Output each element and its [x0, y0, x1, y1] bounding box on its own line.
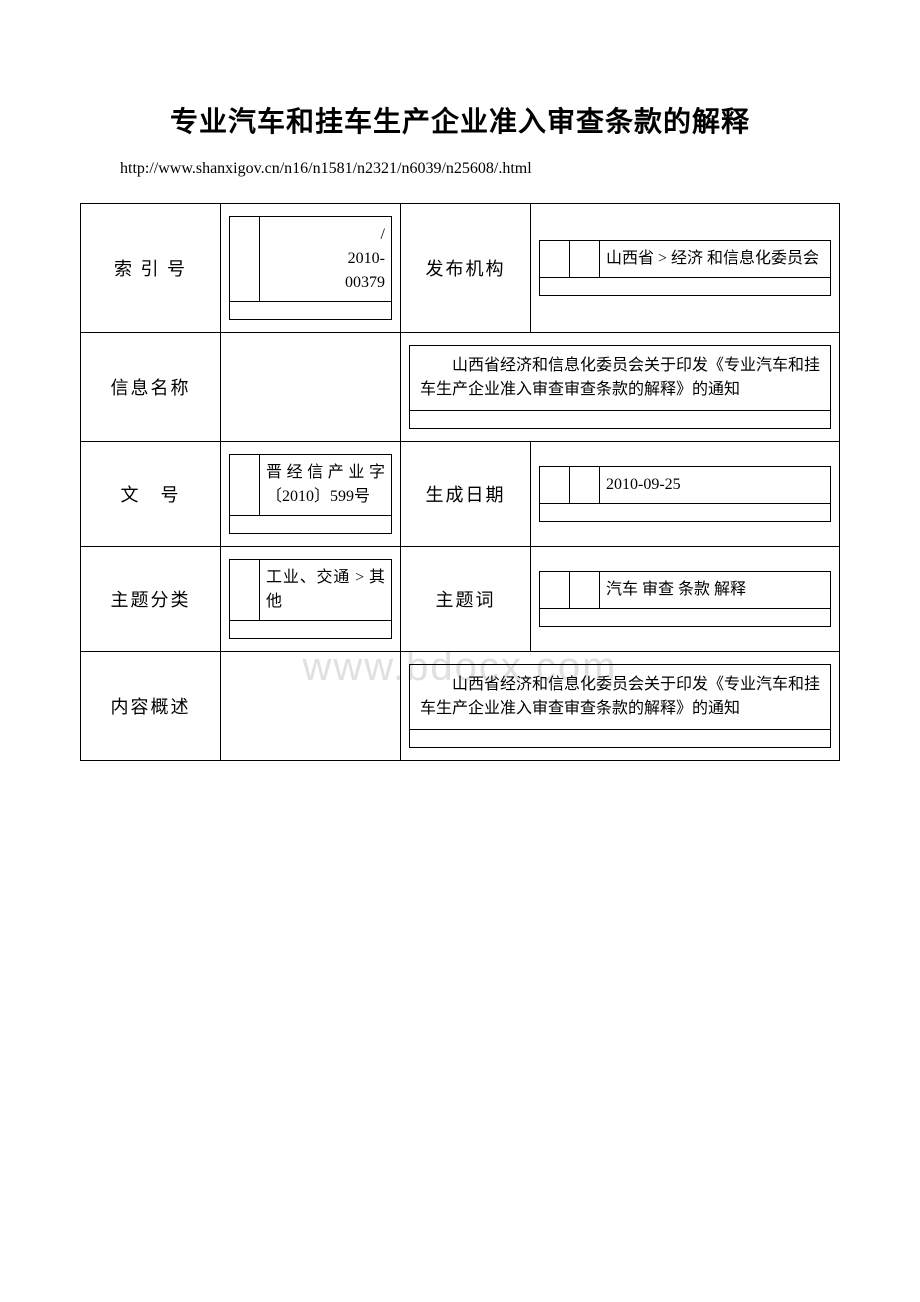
- empty-cell: [230, 302, 392, 320]
- document-title: 专业汽车和挂车生产企业准入审查条款的解释: [80, 100, 840, 140]
- metadata-table: 索 引 号 / 2010- 00379 发布机构: [80, 203, 840, 761]
- table-row: 索 引 号 / 2010- 00379 发布机构: [81, 204, 840, 333]
- empty-cell: [540, 241, 570, 278]
- table-row: 主题分类 工业、交通 > 其他 主题词 汽车 审查: [81, 547, 840, 652]
- value-category: 工业、交通 > 其他: [260, 560, 392, 621]
- empty-cell: [230, 516, 392, 534]
- label-index-number: 索 引 号: [81, 204, 221, 333]
- empty-cell: [410, 730, 831, 748]
- empty-cell: [540, 572, 570, 609]
- empty-cell: [230, 217, 260, 302]
- label-info-name: 信息名称: [81, 333, 221, 442]
- label-publisher: 发布机构: [401, 204, 531, 333]
- label-doc-number: 文 号: [81, 442, 221, 547]
- empty-cell: [540, 278, 831, 296]
- empty-cell: [570, 467, 600, 504]
- label-category: 主题分类: [81, 547, 221, 652]
- empty-cell: [221, 333, 401, 442]
- value-info-name: 山西省经济和信息化委员会关于印发《专业汽车和挂车生产企业准入审查审查条款的解释》…: [410, 346, 831, 411]
- value-publisher: 山西省 > 经济 和信息化委员会: [600, 241, 831, 278]
- label-date: 生成日期: [401, 442, 531, 547]
- table-row: 内容概述 山西省经济和信息化委员会关于印发《专业汽车和挂车生产企业准入审查审查条…: [81, 652, 840, 761]
- label-summary: 内容概述: [81, 652, 221, 761]
- value-summary: 山西省经济和信息化委员会关于印发《专业汽车和挂车生产企业准入审查审查条款的解释》…: [410, 665, 831, 730]
- table-row: 信息名称 山西省经济和信息化委员会关于印发《专业汽车和挂车生产企业准入审查审查条…: [81, 333, 840, 442]
- value-index-number: / 2010- 00379: [260, 217, 392, 302]
- empty-cell: [230, 560, 260, 621]
- value-doc-number: 晋经信产业字〔2010〕599号: [260, 455, 392, 516]
- empty-cell: [540, 609, 831, 627]
- empty-cell: [230, 455, 260, 516]
- empty-cell: [221, 652, 401, 761]
- empty-cell: [570, 572, 600, 609]
- source-url: http://www.shanxigov.cn/n16/n1581/n2321/…: [120, 160, 840, 178]
- table-row: 文 号 晋经信产业字〔2010〕599号 生成日期: [81, 442, 840, 547]
- empty-cell: [540, 504, 831, 522]
- value-keywords: 汽车 审查 条款 解释: [600, 572, 831, 609]
- empty-cell: [540, 467, 570, 504]
- value-date: 2010-09-25: [600, 467, 831, 504]
- empty-cell: [570, 241, 600, 278]
- label-keywords: 主题词: [401, 547, 531, 652]
- empty-cell: [230, 621, 392, 639]
- empty-cell: [410, 411, 831, 429]
